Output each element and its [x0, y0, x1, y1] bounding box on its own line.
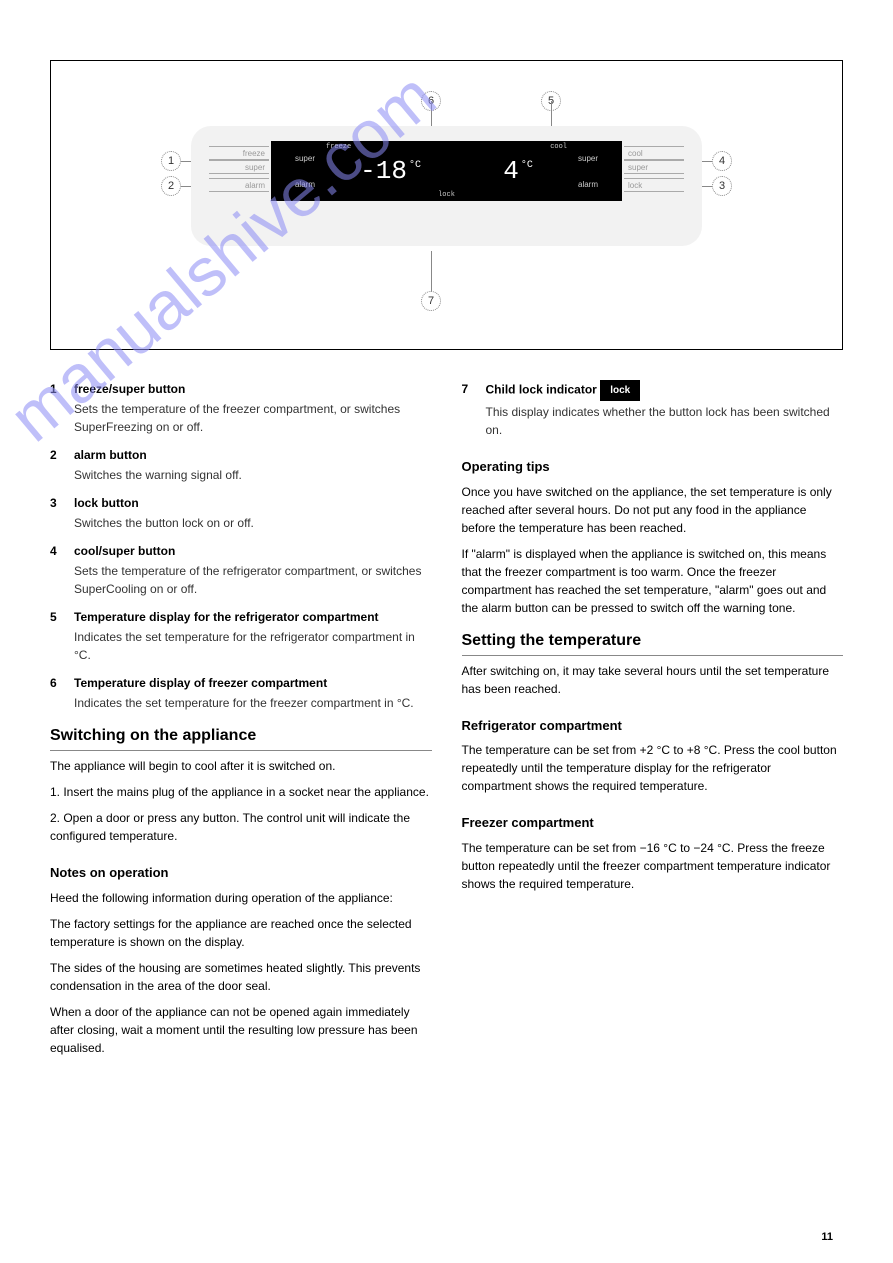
legend-item: 3lock button Switches the button lock on …: [50, 494, 432, 532]
item-title: cool/super button: [74, 542, 432, 560]
switching-step: 1. Insert the mains plug of the applianc…: [50, 783, 432, 801]
page-number: 11: [821, 1231, 833, 1243]
freeze-button[interactable]: freeze: [209, 146, 269, 160]
item-desc: This display indicates whether the butto…: [486, 403, 844, 439]
lcd-display: super alarm freeze cool -18 °C 4 °C lock: [271, 141, 622, 201]
legend-item: 6Temperature display of freezer compartm…: [50, 674, 432, 712]
legend-item: 2alarm button Switches the warning signal…: [50, 446, 432, 484]
alarm-button[interactable]: alarm: [209, 178, 269, 192]
temp-unit: °C: [409, 160, 421, 171]
item-title: lock button: [74, 494, 432, 512]
freeze-subheading: Freezer compartment: [462, 813, 844, 833]
lcd-label: alarm: [578, 180, 598, 189]
item-title: alarm button: [74, 446, 432, 464]
notes-item: The factory settings for the appliance a…: [50, 915, 432, 951]
callout-2: 2: [161, 176, 181, 196]
two-column-body: 1freeze/super button Sets the temperature…: [50, 380, 843, 1065]
lcd-right-labels: super alarm: [574, 141, 622, 201]
item-desc: Switches the button lock on or off.: [74, 514, 432, 532]
item-desc: Indicates the set temperature for the fr…: [74, 694, 432, 712]
item-desc: Sets the temperature of the refrigerator…: [74, 562, 432, 598]
legend-item: 5Temperature display for the refrigerato…: [50, 608, 432, 664]
lcd-label: alarm: [295, 180, 315, 189]
super-freeze-button[interactable]: super: [209, 160, 269, 174]
fridge-temp-value: 4: [503, 156, 519, 186]
leader-line: [431, 251, 432, 291]
cool-button[interactable]: cool: [624, 146, 684, 160]
item-title: Child lock indicator: [486, 383, 597, 397]
fridge-subheading: Refrigerator compartment: [462, 716, 844, 736]
item-desc: Sets the temperature of the freezer comp…: [74, 400, 432, 436]
lcd-center: freeze cool -18 °C 4 °C lock: [319, 141, 574, 201]
item-number: 1: [50, 380, 74, 436]
control-panel: freeze super alarm cool super lock super…: [191, 126, 702, 246]
callout-3: 3: [712, 176, 732, 196]
callout-4: 4: [712, 151, 732, 171]
lcd-cool-label: cool: [550, 143, 567, 151]
lcd-left-labels: super alarm: [271, 141, 319, 201]
fridge-temp-display: 4 °C: [503, 156, 533, 186]
item-title: Temperature display of freezer compartme…: [74, 674, 432, 692]
item-number: 4: [50, 542, 74, 598]
temp-heading: Setting the temperature: [462, 629, 844, 656]
item-desc: Indicates the set temperature for the re…: [74, 628, 432, 664]
callout-1: 1: [161, 151, 181, 171]
freezer-temp-value: -18: [360, 156, 407, 186]
freezer-temp-display: -18 °C: [360, 156, 421, 186]
item-number: 2: [50, 446, 74, 484]
right-column: 7 Child lock indicator lock This display…: [462, 380, 844, 1065]
tips-para: If "alarm" is displayed when the applian…: [462, 545, 844, 617]
notes-item: When a door of the appliance can not be …: [50, 1003, 432, 1057]
lcd-label: super: [295, 154, 315, 163]
temp-unit: °C: [521, 160, 533, 171]
switching-step: The appliance will begin to cool after i…: [50, 757, 432, 775]
notes-item: The sides of the housing are sometimes h…: [50, 959, 432, 995]
item-title: Temperature display for the refrigerator…: [74, 608, 432, 626]
item-number: 3: [50, 494, 74, 532]
temp-intro: After switching on, it may take several …: [462, 662, 844, 698]
control-panel-diagram: 6 5 1 2 4 3 7 freeze super alarm cool su…: [50, 60, 843, 350]
item-number: 7: [462, 380, 486, 439]
legend-item: 4cool/super button Sets the temperature o…: [50, 542, 432, 598]
fridge-body: The temperature can be set from +2 °C to…: [462, 741, 844, 795]
item-title: freeze/super button: [74, 380, 432, 398]
item-number: 6: [50, 674, 74, 712]
tips-heading: Operating tips: [462, 457, 844, 477]
lock-button[interactable]: lock: [624, 178, 684, 192]
tips-para: Once you have switched on the appliance,…: [462, 483, 844, 537]
freeze-body: The temperature can be set from −16 °C t…: [462, 839, 844, 893]
legend-item: 1freeze/super button Sets the temperature…: [50, 380, 432, 436]
super-cool-button[interactable]: super: [624, 160, 684, 174]
item-number: 5: [50, 608, 74, 664]
notes-heading: Notes on operation: [50, 863, 432, 883]
item-desc: Switches the warning signal off.: [74, 466, 432, 484]
switching-on-heading: Switching on the appliance: [50, 724, 432, 751]
lock-icon: lock: [600, 380, 640, 401]
switching-step: 2. Open a door or press any button. The …: [50, 809, 432, 845]
legend-item-7: 7 Child lock indicator lock This display…: [462, 380, 844, 439]
lcd-freeze-label: freeze: [326, 143, 351, 151]
page-content: 6 5 1 2 4 3 7 freeze super alarm cool su…: [0, 0, 893, 1105]
callout-7: 7: [421, 291, 441, 311]
left-column: 1freeze/super button Sets the temperature…: [50, 380, 432, 1065]
lcd-label: super: [578, 154, 598, 163]
notes-intro: Heed the following information during op…: [50, 889, 432, 907]
lcd-lock-label: lock: [438, 191, 455, 199]
